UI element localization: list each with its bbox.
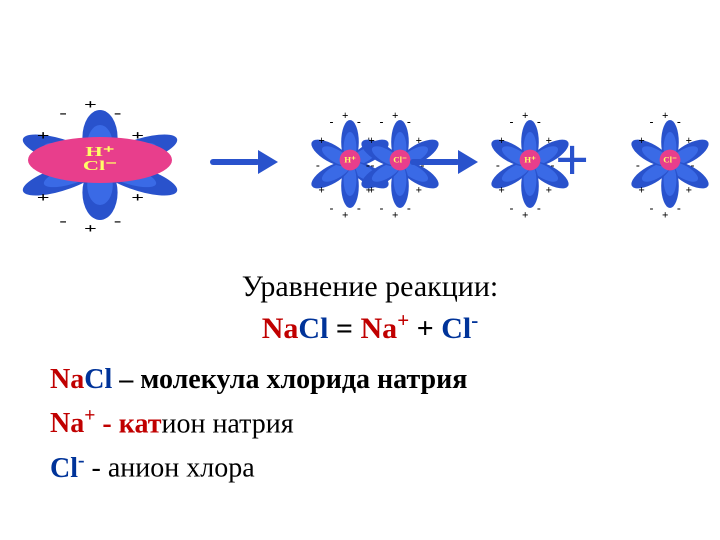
text-block: Уравнение реакции: NaCl = Na+ + Cl- NaCl… xyxy=(50,270,690,495)
charge-plus-icon: + xyxy=(684,185,694,198)
charge-minus-icon: - xyxy=(493,160,503,173)
charge-minus-icon: - xyxy=(377,117,387,130)
charge-minus-icon: - xyxy=(534,203,544,216)
charge-plus-icon: + xyxy=(497,135,507,148)
charge-plus-icon: + xyxy=(660,210,670,223)
equation: NaCl = Na+ + Cl- xyxy=(50,308,690,346)
equation-title: Уравнение реакции: xyxy=(50,270,690,304)
charge-plus-icon: + xyxy=(128,191,147,207)
eq-plus: + xyxy=(409,312,441,345)
charge-plus-icon: + xyxy=(544,135,554,148)
charge-minus-icon: - xyxy=(404,203,414,216)
charge-minus-icon: - xyxy=(377,203,387,216)
charge-minus-icon: - xyxy=(647,117,657,130)
charge-minus-icon: - xyxy=(313,160,323,173)
charge-minus-icon: - xyxy=(534,117,544,130)
charge-minus-icon: - xyxy=(54,106,73,122)
charge-plus-icon: + xyxy=(317,185,327,198)
charge-plus-icon: + xyxy=(414,185,424,198)
plus-icon: + xyxy=(555,126,589,195)
charge-plus-icon: + xyxy=(81,222,100,238)
charge-minus-icon: - xyxy=(674,117,684,130)
charge-plus-icon: + xyxy=(317,135,327,148)
charge-plus-icon: + xyxy=(367,135,377,148)
eq-eq: = xyxy=(328,312,360,345)
charge-minus-icon: - xyxy=(674,203,684,216)
charge-minus-icon: - xyxy=(108,214,127,230)
charge-plus-icon: + xyxy=(367,185,377,198)
charge-minus-icon: - xyxy=(404,117,414,130)
line-cl-anion: Cl- - анион хлора xyxy=(50,450,690,484)
slide-root: +-+-+-+-+-+-H⁺Cl⁻+-+-+-+-+-+-H⁺+-+-+-+-+… xyxy=(0,0,720,540)
eq-na: Na xyxy=(262,312,299,345)
charge-minus-icon: - xyxy=(507,117,517,130)
line-na-cation: Na+ - катион натрия xyxy=(50,406,690,440)
charge-minus-icon: - xyxy=(108,106,127,122)
ion-cluster: +-+-+-+-+-+-Cl⁻ xyxy=(622,112,718,208)
ion-core: Cl⁻ xyxy=(660,150,681,171)
charge-minus-icon: - xyxy=(327,203,337,216)
charge-plus-icon: + xyxy=(520,110,530,123)
charge-plus-icon: + xyxy=(684,135,694,148)
ion-core: H⁺ xyxy=(520,150,541,171)
charge-plus-icon: + xyxy=(34,191,53,207)
ion-core: Cl⁻ xyxy=(390,150,411,171)
charge-plus-icon: + xyxy=(637,135,647,148)
charge-plus-icon: + xyxy=(340,210,350,223)
hcl-molecule-cluster: +-+-+-+-+-+-H⁺Cl⁻ xyxy=(4,100,196,220)
charge-plus-icon: + xyxy=(544,185,554,198)
charge-plus-icon: + xyxy=(414,135,424,148)
charge-plus-icon: + xyxy=(520,210,530,223)
arrow-icon xyxy=(410,150,478,174)
dissociation-diagram: +-+-+-+-+-+-H⁺Cl⁻+-+-+-+-+-+-H⁺+-+-+-+-+… xyxy=(0,80,720,240)
charge-minus-icon: - xyxy=(54,214,73,230)
charge-plus-icon: + xyxy=(390,210,400,223)
charge-minus-icon: - xyxy=(363,160,373,173)
eq-cl-anion: Cl- xyxy=(441,312,478,345)
charge-plus-icon: + xyxy=(497,185,507,198)
eq-na-cation: Na+ xyxy=(361,312,410,345)
charge-plus-icon: + xyxy=(637,185,647,198)
charge-plus-icon: + xyxy=(390,110,400,123)
charge-minus-icon: - xyxy=(647,203,657,216)
charge-plus-icon: + xyxy=(340,110,350,123)
charge-minus-icon: - xyxy=(507,203,517,216)
charge-plus-icon: + xyxy=(660,110,670,123)
hcl-core: H⁺Cl⁻ xyxy=(28,137,172,183)
arrow-icon xyxy=(210,150,278,174)
line-nacl: NaCl – молекула хлорида натрия xyxy=(50,364,690,396)
charge-minus-icon: - xyxy=(633,160,643,173)
charge-plus-icon: + xyxy=(81,98,100,114)
charge-minus-icon: - xyxy=(327,117,337,130)
eq-cl: Cl xyxy=(298,312,328,345)
